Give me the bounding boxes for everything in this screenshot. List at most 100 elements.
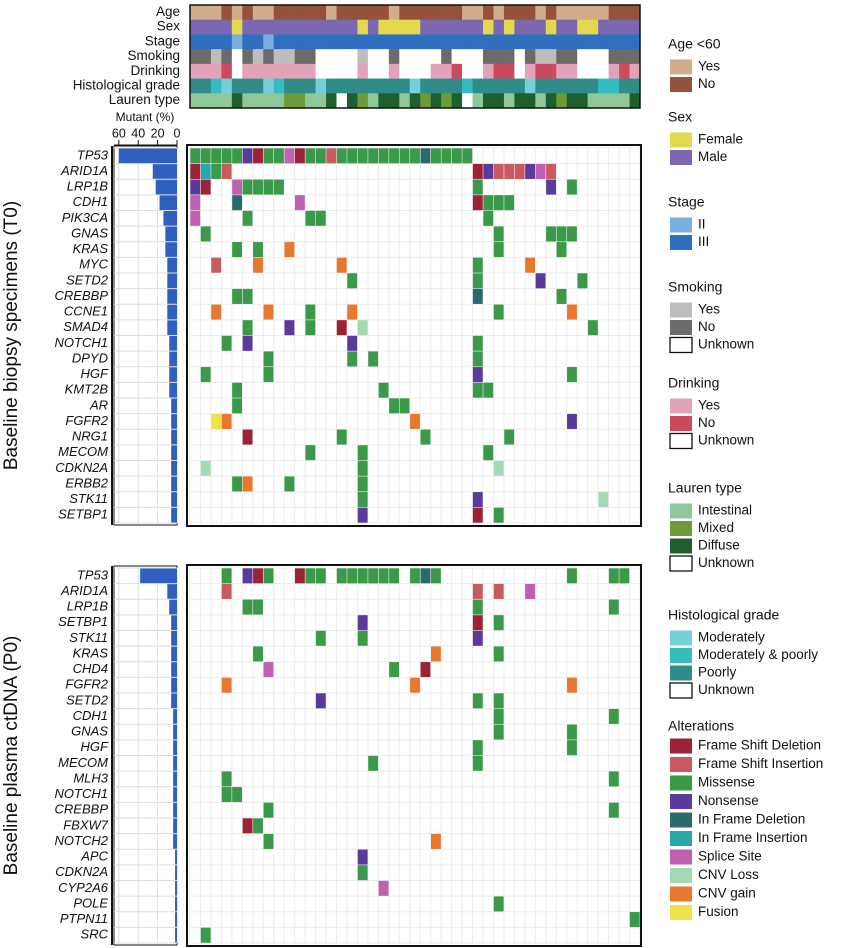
- gene-label: STK11: [69, 491, 108, 506]
- annotation-cell: [420, 49, 431, 65]
- annotation-cell: [503, 5, 515, 21]
- alteration-cell: [242, 599, 253, 615]
- annotation-cell: [608, 5, 620, 21]
- annotation-cell: [326, 49, 337, 65]
- annotation-cell: [273, 49, 285, 65]
- legend-swatch: [669, 432, 693, 450]
- annotation-cell: [294, 34, 306, 50]
- annotation-cell: [598, 78, 609, 94]
- legend-label: CNV Loss: [698, 867, 759, 882]
- legend-swatch: [670, 738, 692, 754]
- annotation-cell: [200, 93, 212, 109]
- gene-label: GNAS: [71, 724, 108, 739]
- alteration-cell: [200, 179, 211, 195]
- annotation-cell: [305, 49, 316, 65]
- annotation-cell: [483, 63, 494, 79]
- legend-label: No: [698, 76, 715, 91]
- gene-label: CHD4: [73, 661, 108, 676]
- mutant-bar: [167, 304, 177, 320]
- alteration-cell: [525, 583, 536, 599]
- annotation-cell: [409, 49, 421, 65]
- gene-label: TP53: [77, 567, 109, 582]
- gene-label: FBXW7: [63, 817, 109, 832]
- alteration-cell: [514, 163, 525, 179]
- annotation-cell: [231, 93, 243, 109]
- annotation-cell: [346, 78, 358, 94]
- annotation-cell: [357, 34, 369, 50]
- annotation-cell: [367, 5, 379, 21]
- alteration-cell: [357, 476, 368, 492]
- alteration-cell: [305, 210, 316, 226]
- annotation-cell: [441, 93, 452, 109]
- annotation-cell: [409, 19, 421, 35]
- annotation-cell: [430, 34, 442, 50]
- annotation-cell: [566, 78, 578, 94]
- mutant-bar: [171, 429, 177, 445]
- mutant-bar: [167, 584, 177, 599]
- gene-label: ERBB2: [65, 475, 108, 490]
- annotation-label: Lauren type: [109, 92, 180, 107]
- annotation-cell: [242, 19, 254, 35]
- annotation-cell: [472, 78, 484, 94]
- mutant-bar: [152, 164, 177, 179]
- annotation-cell: [284, 34, 295, 50]
- legend-label: Moderately & poorly: [698, 647, 818, 662]
- gene-label: AR: [89, 397, 108, 412]
- annotation-cell: [388, 19, 400, 35]
- annotation-cell: [514, 5, 526, 21]
- annotation-cell: [231, 49, 243, 65]
- gene-label: NRG1: [72, 429, 108, 444]
- annotation-cell: [336, 49, 348, 65]
- annotation-cell: [441, 63, 452, 79]
- annotation-cell: [629, 34, 641, 50]
- annotation-cell: [566, 5, 578, 21]
- gene-label: CDKN2A: [55, 460, 108, 475]
- annotation-cell: [252, 93, 264, 109]
- x-tick-label: 60: [112, 126, 126, 140]
- gene-label: ARID1A: [60, 163, 108, 178]
- annotation-cell: [231, 5, 243, 21]
- annotation-cell: [545, 78, 557, 94]
- alteration-cell: [546, 163, 556, 179]
- annotation-cell: [388, 5, 400, 21]
- alteration-cell: [567, 724, 577, 740]
- annotation-cell: [200, 49, 212, 65]
- annotation-cell: [545, 5, 557, 21]
- legend-label: Frame Shift Insertion: [698, 756, 823, 771]
- alteration-cell: [242, 179, 253, 195]
- annotation-label: Drinking: [130, 63, 180, 78]
- legend-label: Unknown: [698, 555, 754, 570]
- mutant-bar: [171, 492, 177, 507]
- annotation-cell: [629, 19, 641, 35]
- annotation-cell: [566, 49, 578, 65]
- annotation-cell: [210, 5, 222, 21]
- alteration-cell: [567, 413, 577, 429]
- annotation-cell: [242, 63, 254, 79]
- legend-label: Nonsense: [698, 793, 759, 808]
- annotation-cell: [273, 78, 285, 94]
- annotation-cell: [284, 19, 295, 35]
- alteration-cell: [378, 880, 389, 896]
- mutant-bar: [165, 226, 177, 242]
- legend-label: CNV gain: [698, 886, 756, 901]
- bar-axis-title: Mutant (%): [116, 110, 175, 124]
- alteration-cell: [608, 802, 619, 818]
- legend-label: Unknown: [698, 682, 754, 697]
- mutant-bar: [173, 818, 177, 834]
- alteration-cell: [211, 163, 222, 179]
- alteration-cell: [608, 708, 619, 724]
- annotation-cell: [545, 63, 557, 79]
- alteration-cell: [190, 195, 201, 211]
- alteration-cell: [389, 568, 400, 584]
- annotation-cell: [514, 93, 526, 109]
- annotation-cell: [556, 63, 568, 79]
- alteration-cell: [284, 148, 295, 164]
- legend-swatch: [670, 150, 692, 165]
- annotation-cell: [556, 78, 568, 94]
- alteration-cell: [336, 429, 347, 445]
- alteration-cell: [420, 568, 431, 584]
- legend-label: Poorly: [698, 665, 737, 680]
- alteration-cell: [410, 413, 420, 429]
- alteration-cell: [242, 148, 253, 164]
- annotation-cell: [535, 34, 547, 50]
